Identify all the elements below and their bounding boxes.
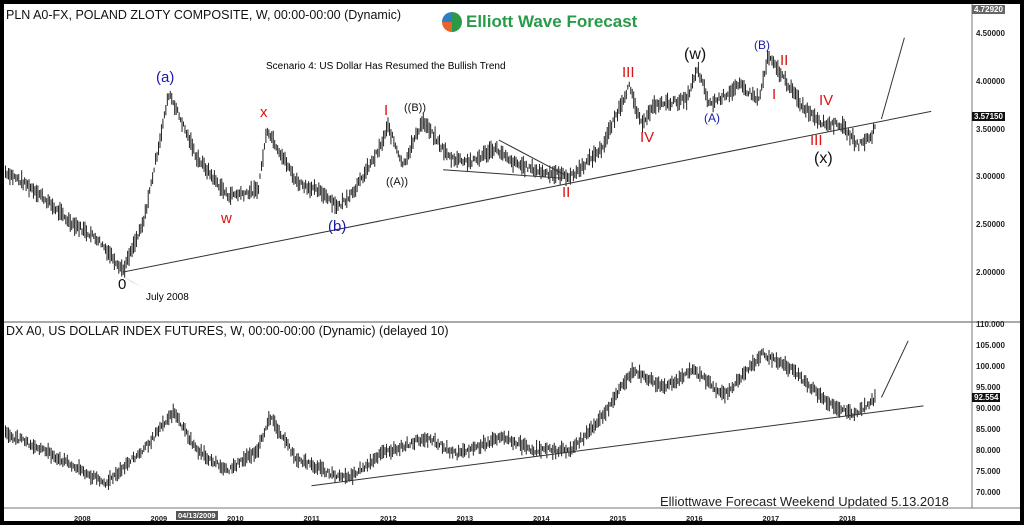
dx-y-tick: 70.000: [976, 488, 1001, 497]
wedge-upper-line: [498, 139, 565, 175]
pln-y-tick: 4.00000: [976, 76, 1005, 86]
pln-series: [5, 37, 932, 278]
wave-II: II: [562, 184, 571, 201]
dx-y-tick: 90.000: [976, 404, 1001, 413]
pln-y-tick: 3.50000: [976, 124, 1005, 134]
x-tick: 2015: [609, 514, 627, 523]
dx-y-tick: 80.000: [976, 446, 1001, 455]
x-tick: 2018: [839, 514, 856, 523]
dx-y-tick: 85.000: [976, 425, 1001, 434]
low-date-note: July 2008: [146, 292, 189, 303]
logo-text: Elliott Wave Forecast: [466, 12, 638, 31]
wave-0: 0: [118, 276, 127, 293]
logo-icon: [442, 12, 462, 32]
x-tick: 2016: [686, 514, 703, 523]
pln-y-tick: 4.50000: [976, 29, 1005, 38]
wave-III-2: III: [810, 132, 823, 149]
chart-window: PLN A0-FX, POLAND ZLOTY COMPOSITE, W, 00…: [4, 4, 1020, 523]
pln-last-price-tag: 3.57150: [972, 112, 1005, 121]
cursor-date-tag: 04/13/2009: [176, 511, 218, 520]
wave-BB: ((B)): [404, 102, 426, 114]
wave-b: (b): [328, 218, 347, 235]
x-tick: 2012: [380, 514, 397, 523]
wave-w-major: (w): [684, 46, 707, 63]
wave-AA: ((A)): [386, 176, 408, 188]
wave-II-2: II: [780, 52, 789, 69]
wave-III: III: [622, 64, 635, 81]
wave-w: w: [221, 210, 232, 227]
pln-projection-line: [880, 37, 905, 120]
wave-B: (B): [754, 38, 770, 52]
wedge-lower-line: [443, 169, 564, 179]
dx-y-tick: 100.000: [976, 362, 1005, 371]
top-panel-title: PLN A0-FX, POLAND ZLOTY COMPOSITE, W, 00…: [6, 8, 402, 22]
chart-canvas: [4, 4, 1020, 509]
x-tick: 2009: [150, 514, 168, 523]
dx-y-tick: 105.000: [976, 341, 1005, 350]
wave-A: (A): [704, 111, 720, 125]
wave-IV: IV: [640, 129, 655, 146]
dx-y-tick: 95.000: [976, 383, 1001, 392]
wave-IV-2: IV: [819, 92, 834, 109]
scenario-note: Scenario 4: US Dollar Has Resumed the Bu…: [266, 61, 506, 72]
pln-y-tick: 3.00000: [976, 172, 1005, 182]
dx-projection-line: [880, 340, 909, 398]
x-tick: 2008: [74, 514, 91, 523]
dx-y-tick: 75.000: [976, 467, 1001, 476]
logo: Elliott Wave Forecast: [442, 12, 637, 32]
pln-y-tick: 2.00000: [976, 268, 1005, 277]
pln-trendline: [123, 110, 932, 273]
pointer-arrow-icon: [122, 276, 142, 287]
dx-last-price-tag: 92.554: [972, 393, 1001, 402]
x-tick: 2014: [533, 514, 550, 523]
bottom-panel-title: DX A0, US DOLLAR INDEX FUTURES, W, 00:00…: [6, 324, 449, 338]
x-tick: 2011: [303, 514, 320, 523]
wave-I-2: I: [772, 86, 777, 103]
wave-a: (a): [156, 69, 175, 86]
x-tick: 2013: [456, 514, 474, 523]
dx-trendline: [311, 405, 924, 487]
pln-y-tick: 2.50000: [976, 220, 1005, 230]
dx-y-tick: 110.000: [976, 320, 1005, 329]
wave-x-major: (x): [814, 150, 833, 167]
dx-series: [5, 340, 924, 490]
x-tick: 2017: [762, 514, 780, 523]
wave-I: I: [384, 102, 389, 119]
x-tick: 2010: [227, 514, 244, 523]
high-tag: 4.72920: [972, 5, 1005, 14]
wave-x: x: [260, 104, 268, 121]
footer-note: Elliottwave Forecast Weekend Updated 5.1…: [660, 494, 949, 509]
